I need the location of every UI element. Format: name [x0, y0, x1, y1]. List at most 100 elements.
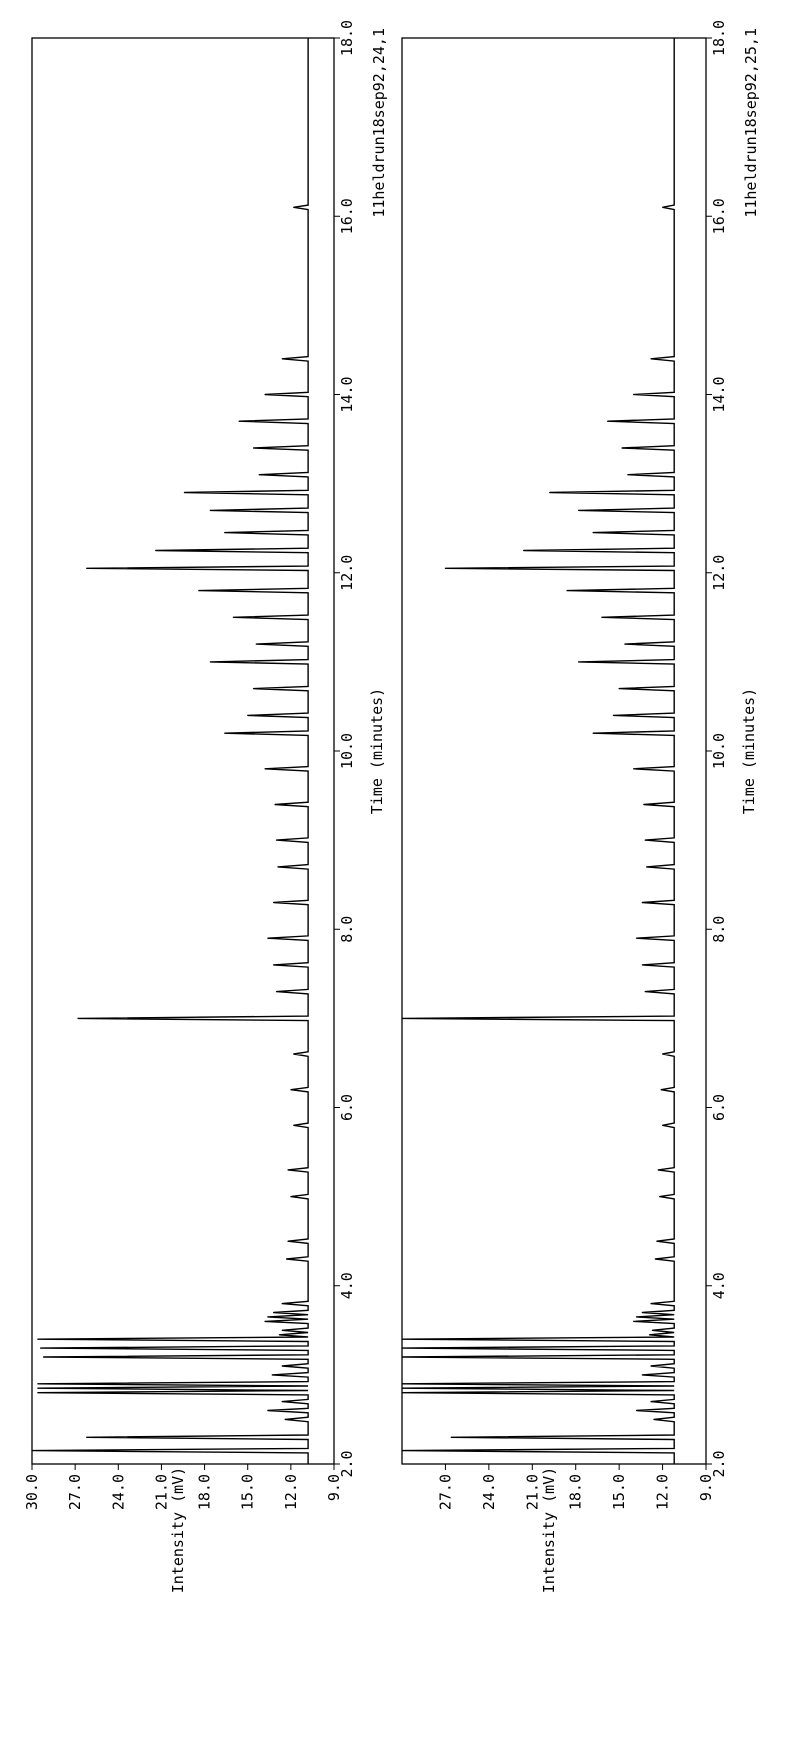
peak-point [224, 732, 226, 734]
intensity-tick-label: 9.0 [325, 1474, 343, 1501]
peak-point [275, 991, 278, 993]
intensity-tick-label: 12.0 [654, 1474, 672, 1510]
peak-point [641, 964, 643, 966]
peak-point [264, 1320, 266, 1322]
peak-point [401, 1017, 403, 1020]
peak-point [86, 1436, 88, 1438]
peak-point [627, 474, 629, 476]
peak-point [633, 1320, 635, 1322]
peak-point [578, 509, 580, 511]
peak-point [293, 1124, 295, 1126]
peak-point [232, 616, 234, 618]
peak-point [650, 1401, 652, 1403]
chart-title: 11heldrun18sep92,25,1 [742, 28, 760, 218]
peak-point [659, 1196, 661, 1198]
peak-point [654, 1258, 656, 1260]
peak-point [650, 1303, 652, 1305]
peak-point [635, 937, 638, 939]
peak-point [224, 532, 226, 534]
plot-frame [31, 37, 335, 1465]
peak-point [273, 901, 275, 904]
peak-point [247, 714, 249, 717]
time-tick-label: 12.0 [338, 555, 356, 591]
peak-point [281, 1401, 283, 1403]
x-axis-label: Time (minutes) [368, 688, 386, 814]
peak-point [267, 1316, 269, 1318]
peak-point [37, 1338, 39, 1340]
peak-point [644, 991, 646, 993]
peak-point [621, 447, 623, 449]
peak-point [444, 567, 446, 569]
time-tick-label: 16.0 [710, 198, 728, 234]
peak-point [657, 1169, 659, 1171]
time-tick-label: 4.0 [710, 1272, 728, 1299]
peak-point [641, 1311, 643, 1314]
peak-point [271, 1374, 273, 1376]
peak-point [293, 206, 295, 208]
intensity-tick-label: 12.0 [282, 1474, 300, 1510]
peak-point [401, 1387, 403, 1389]
peak-point [274, 803, 276, 806]
peak-point [401, 1392, 403, 1394]
peak-point [198, 590, 200, 592]
peak-point [612, 714, 615, 717]
intensity-tick-label: 21.0 [152, 1474, 170, 1510]
peak-point [401, 1356, 403, 1358]
intensity-tick-label: 27.0 [436, 1474, 454, 1510]
time-tick-label: 6.0 [710, 1094, 728, 1121]
peak-point [252, 688, 255, 690]
peak-point [290, 1196, 292, 1198]
y-axis-label: Intensity (mV) [169, 1467, 187, 1593]
peak-point [635, 1409, 638, 1412]
peak-point [578, 661, 580, 663]
peak-point [86, 567, 88, 569]
intensity-tick-label: 9.0 [697, 1474, 715, 1501]
peak-point [618, 688, 620, 690]
intensity-tick-label: 27.0 [66, 1474, 84, 1510]
peak-point [37, 1392, 39, 1394]
peak-point [566, 590, 568, 592]
time-tick-label: 14.0 [338, 376, 356, 412]
time-tick-label: 14.0 [710, 376, 728, 412]
peak-point [643, 803, 645, 806]
peak-point [592, 732, 594, 734]
peak-point [264, 768, 266, 770]
peak-point [238, 420, 240, 422]
peak-point [183, 491, 185, 494]
peak-point [648, 1334, 651, 1336]
intensity-tick-label: 18.0 [567, 1474, 585, 1510]
peak-point [209, 661, 211, 663]
time-tick-label: 12.0 [710, 555, 728, 591]
peak-point [252, 447, 255, 449]
intensity-tick-label: 24.0 [480, 1474, 498, 1510]
peak-point [650, 1365, 652, 1367]
peak-point [660, 1089, 662, 1091]
time-tick-label: 10.0 [710, 733, 728, 769]
chart-title: 11heldrun18sep92,24,1 [370, 28, 388, 218]
peak-point [31, 1450, 33, 1452]
time-tick-label: 2.0 [338, 1450, 356, 1477]
peak-point [635, 1316, 638, 1318]
peak-point [450, 1436, 452, 1438]
time-tick-label: 10.0 [338, 733, 356, 769]
peak-point [624, 643, 626, 645]
peak-point [77, 1017, 79, 1020]
peak-point [653, 1418, 655, 1420]
peak-point [401, 1450, 403, 1452]
peak-point [656, 1240, 658, 1242]
intensity-tick-label: 21.0 [523, 1474, 541, 1510]
peak-point [264, 393, 266, 396]
time-tick-label: 4.0 [338, 1272, 356, 1299]
peak-point [285, 1258, 288, 1260]
peak-point [278, 1334, 280, 1336]
intensity-tick-label: 24.0 [109, 1474, 127, 1510]
peak-point [275, 839, 278, 841]
y-axis-label: Intensity (mV) [540, 1467, 558, 1593]
peak-point [650, 358, 652, 360]
peak-point [209, 509, 211, 511]
peak-point [273, 1311, 275, 1314]
peak-point [155, 549, 157, 552]
chart-bottom: 2.0 4.0 6.0 8.0 10.0 12.0 14.0 16.0 18.0 9.0 12.0 1… [401, 20, 760, 1593]
peak-point [290, 1089, 292, 1091]
